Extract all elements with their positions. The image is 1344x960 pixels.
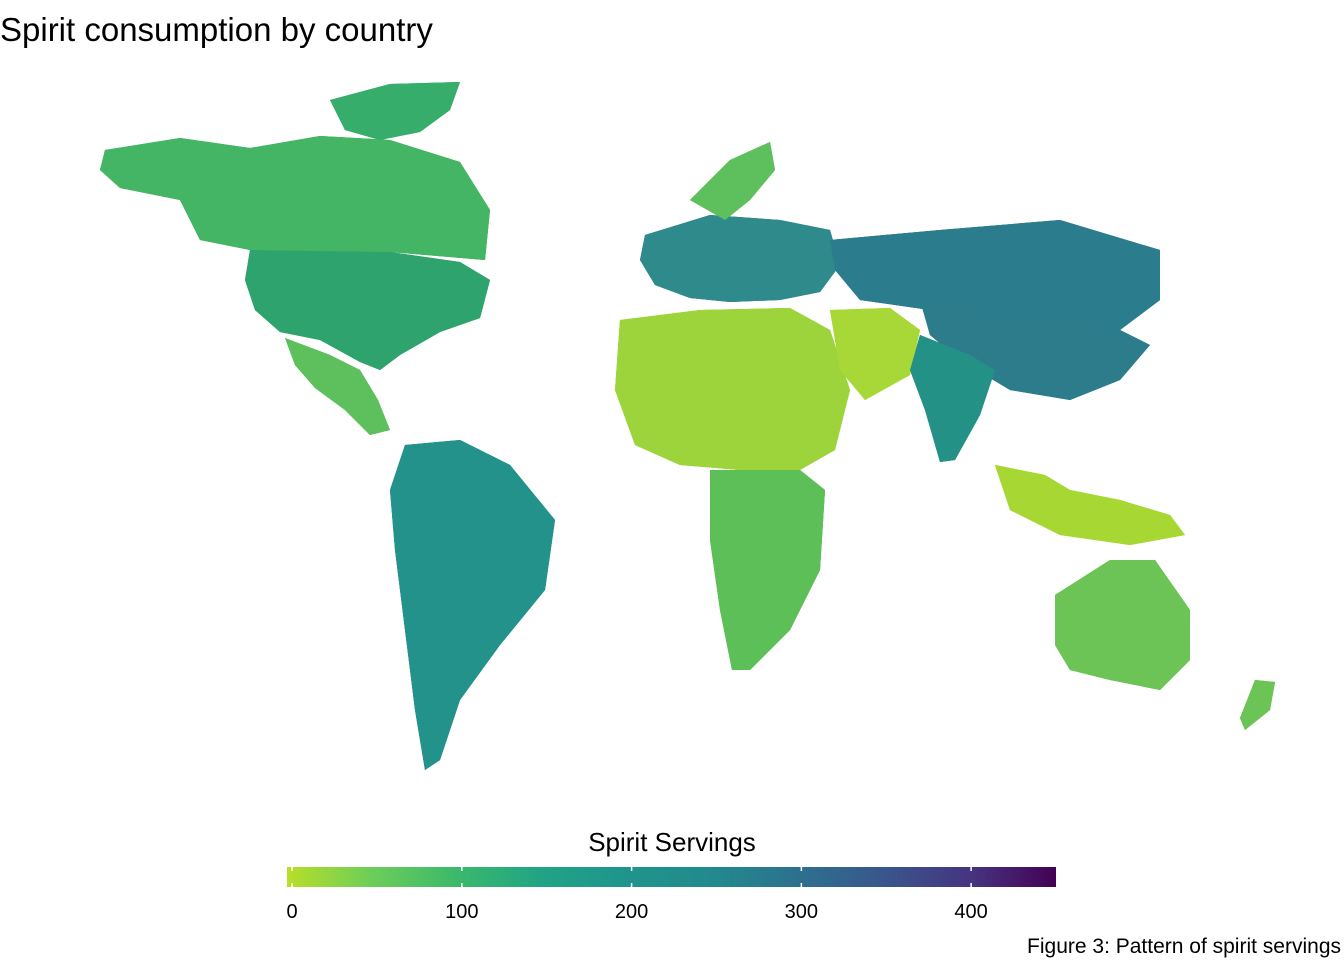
legend-tick-label: 400 [954,901,988,923]
legend-colorbar [287,867,1056,887]
legend-tick-label: 300 [784,901,819,923]
legend-tick-label: 100 [445,901,479,923]
map-title: Spirit consumption by country [0,11,433,48]
legend-tick-label: 200 [614,901,649,923]
figure-caption: Figure 3: Pattern of spirit servings [1027,935,1341,958]
legend-tick-label: 0 [286,901,298,923]
legend-title: Spirit Servings [588,827,756,857]
world-map [100,82,1275,770]
